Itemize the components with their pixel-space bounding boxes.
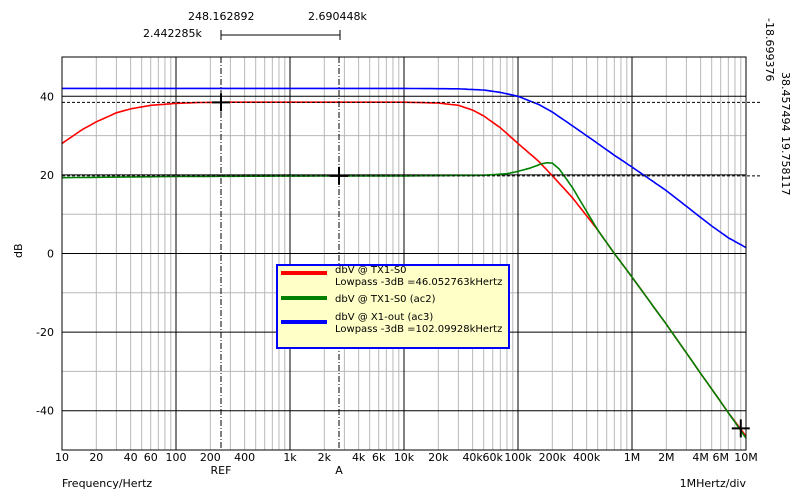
y-axis-label: dB [12, 243, 25, 258]
x-tick-label: 1M [624, 451, 641, 464]
a-freq-readout: 2.690448k [308, 10, 367, 23]
right-readout-3: 19.758117 [779, 136, 792, 196]
x-tick-label: 200 [200, 451, 221, 464]
x-tick-label: 200k [539, 451, 567, 464]
x-tick-label: 6k [372, 451, 386, 464]
y-tick-label: 40 [40, 90, 54, 103]
plot-frame [61, 56, 747, 451]
x-tick-label: 20 [89, 451, 103, 464]
ref-freq-left-readout: 2.442285k [143, 27, 202, 40]
legend-entry-3-line1: dbV @ X1-out (ac3) [335, 312, 433, 323]
x-tick-label: 4M [692, 451, 709, 464]
y-tick-labels: -40 -20 0 20 40 [36, 90, 54, 417]
x-tick-labels: 10 20 40 60 100 200 400 1k 2k 4k 6k 10k 20k 40k 60k 100… [55, 451, 758, 464]
x-tick-label: 100 [166, 451, 187, 464]
legend-box [276, 264, 510, 349]
y-tick-label: -40 [36, 405, 54, 418]
x-tick-label: 40k [462, 451, 483, 464]
x-tick-label: 2M [658, 451, 675, 464]
legend-entry-1-line1: dbV @ TX1-S0 [335, 265, 407, 276]
ref-cursor-label: REF [211, 464, 232, 477]
ref-freq-readout: 248.162892 [188, 10, 254, 23]
legend-entry-3-line2: Lowpass -3dB =102.09928kHertz [335, 324, 502, 335]
series-line-2 [61, 161, 747, 439]
x-tick-label: 60k [483, 451, 504, 464]
series-line-3 [62, 87, 747, 249]
x-tick-label: 10M [734, 451, 758, 464]
x-tick-label: 400 [234, 451, 255, 464]
x-tick-label: 10k [394, 451, 415, 464]
x-tick-label: 6M [712, 451, 729, 464]
x-tick-label: 100k [504, 451, 532, 464]
y-tick-label: 0 [47, 248, 54, 261]
x-tick-label: 2k [318, 451, 332, 464]
right-readout-1: -18.699376 [763, 18, 776, 81]
right-readout-2: 38.457494 [779, 72, 792, 132]
x-div-label: 1MHertz/div [680, 477, 747, 490]
cursor-lines [62, 57, 760, 450]
y-tick-label: -20 [36, 326, 54, 339]
legend-entry-2-line1: dbV @ TX1-S0 (ac2) [335, 294, 436, 305]
a-cursor-label: A [335, 464, 343, 477]
x-tick-label: 400k [573, 451, 601, 464]
legend-entry-1-line2: Lowpass -3dB =46.052763kHertz [335, 277, 502, 288]
x-tick-label: 40 [124, 451, 138, 464]
x-tick-label: 10 [55, 451, 69, 464]
legend: dbV @ TX1-S0 Lowpass -3dB =46.052763kHer… [276, 264, 510, 349]
x-tick-label: 1k [283, 451, 297, 464]
x-tick-label: 4k [352, 451, 366, 464]
y-tick-label: 20 [40, 169, 54, 182]
x-axis-label: Frequency/Hertz [62, 477, 152, 490]
series-lines [61, 87, 747, 439]
x-tick-label: 20k [428, 451, 449, 464]
x-tick-label: 60 [144, 451, 158, 464]
